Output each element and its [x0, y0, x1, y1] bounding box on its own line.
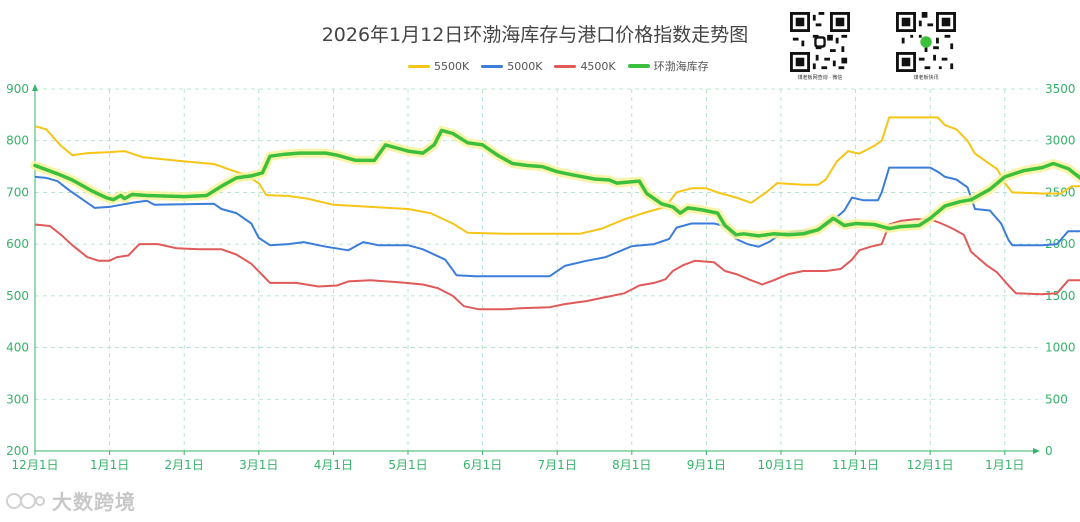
y-right-tick-label: 2000: [1045, 237, 1076, 251]
series-line-inventory: [33, 128, 1080, 238]
y-axis-arrow: [32, 84, 38, 91]
x-tick-label: 1月1日: [985, 458, 1024, 472]
x-tick-label: 4月1日: [314, 458, 353, 472]
x-tick-label: 3月1日: [239, 458, 278, 472]
x-tick-label: 2月1日: [165, 458, 204, 472]
y-left-tick-label: 200: [6, 444, 29, 458]
x-tick-label: 5月1日: [388, 458, 427, 472]
chart-legend: 5500K 5000K 4500K 环渤海库存: [408, 58, 709, 74]
qr-caption-right: 煤老板快讯: [913, 75, 939, 81]
x-axis-arrow: [1033, 448, 1040, 454]
y-left-tick-label: 300: [6, 392, 29, 406]
legend-swatch-5500k: [408, 64, 430, 68]
y-left-tick-label: 900: [6, 82, 29, 96]
qr-code-left: [790, 12, 850, 72]
legend-swatch-5000k: [481, 64, 504, 68]
y-left-tick-label: 600: [6, 237, 29, 251]
chart-title: 2026年1月12日环渤海库存与港口价格指数走势图: [321, 24, 749, 46]
watermark-icon: [6, 492, 45, 509]
qr-code-right: [896, 12, 956, 72]
x-tick-label: 12月1日: [12, 458, 59, 472]
series-line-5500k: [34, 116, 1080, 235]
legend-item-5000k[interactable]: 5000K: [481, 60, 542, 73]
y-right-tick-label: 1000: [1045, 341, 1076, 355]
legend-item-5500k[interactable]: 5500K: [408, 60, 469, 73]
watermark-logo: 大数跨境: [6, 486, 136, 515]
x-tick-label: 11月1日: [832, 458, 879, 472]
series-line-5000k: [34, 166, 1080, 278]
y-left-tick-label: 500: [6, 289, 29, 303]
x-tick-label: 7月1日: [538, 458, 577, 472]
y-left-tick-label: 700: [6, 185, 29, 199]
y-right-tick-label: 0: [1045, 444, 1053, 458]
x-tick-label: 6月1日: [463, 458, 502, 472]
y-left-tick-label: 400: [6, 341, 29, 355]
legend-label-5000k: 5000K: [507, 59, 543, 73]
y-left-tick-label: 800: [6, 134, 29, 148]
y-right-tick-label: 1500: [1045, 289, 1076, 303]
x-tick-label: 9月1日: [687, 458, 726, 472]
x-tick-label: 12月1日: [907, 458, 954, 472]
qr-caption-left: 煤老板网查询 · 微信: [797, 75, 843, 81]
legend-label-5500k: 5500K: [434, 59, 470, 73]
legend-item-inventory[interactable]: 环渤海库存: [627, 58, 709, 74]
legend-item-4500k[interactable]: 4500K: [554, 59, 616, 73]
legend-label-4500k: 4500K: [580, 59, 616, 73]
y-right-tick-label: 3500: [1045, 82, 1076, 96]
x-tick-label: 8月1日: [612, 458, 651, 472]
x-tick-label: 10月1日: [758, 458, 805, 472]
x-tick-label: 1月1日: [90, 458, 129, 472]
y-right-tick-label: 500: [1045, 392, 1068, 406]
legend-swatch-inventory: [627, 64, 650, 68]
y-right-tick-label: 3000: [1045, 134, 1076, 148]
legend-label-inventory: 环渤海库存: [653, 60, 709, 73]
legend-swatch-4500k: [554, 64, 577, 68]
